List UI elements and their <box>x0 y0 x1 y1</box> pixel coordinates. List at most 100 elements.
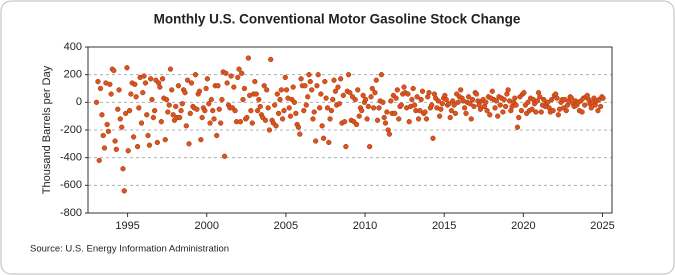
point <box>568 95 575 101</box>
point <box>177 114 183 121</box>
point <box>237 119 244 125</box>
point <box>502 103 509 110</box>
point <box>312 138 319 144</box>
point <box>534 98 540 104</box>
point <box>262 117 269 123</box>
point <box>458 87 464 93</box>
point <box>141 73 147 79</box>
point <box>364 116 370 122</box>
point <box>273 123 279 129</box>
point <box>301 107 307 114</box>
point <box>411 102 418 108</box>
point <box>274 91 280 97</box>
plot-border <box>87 46 613 214</box>
point <box>290 84 296 90</box>
point <box>582 102 588 108</box>
point <box>113 146 119 153</box>
point <box>232 107 238 114</box>
point <box>261 83 267 89</box>
point <box>104 121 110 128</box>
point <box>327 116 333 122</box>
point <box>116 87 122 93</box>
point <box>121 188 127 194</box>
point <box>343 143 349 150</box>
point <box>500 109 506 115</box>
point <box>268 56 274 63</box>
point <box>158 119 164 125</box>
point <box>595 107 601 114</box>
point <box>207 120 213 126</box>
point <box>215 83 221 89</box>
point <box>265 105 271 111</box>
point <box>245 55 252 61</box>
point <box>374 117 381 123</box>
point <box>320 135 327 141</box>
point <box>148 76 154 82</box>
point <box>151 107 158 114</box>
point <box>513 102 519 108</box>
point <box>483 99 489 105</box>
point <box>95 78 101 85</box>
point <box>414 94 420 100</box>
point <box>381 114 387 121</box>
point <box>100 132 106 139</box>
point <box>386 131 393 137</box>
point <box>216 106 222 112</box>
point <box>489 88 495 94</box>
point <box>140 90 146 96</box>
point <box>302 83 308 89</box>
point <box>363 96 369 103</box>
point <box>492 105 498 111</box>
point <box>125 148 131 154</box>
x-tick-label: 2025 <box>590 220 614 232</box>
point <box>166 102 172 108</box>
point <box>112 138 118 144</box>
point <box>541 96 547 103</box>
point <box>467 101 473 107</box>
point <box>231 84 237 90</box>
point <box>221 153 228 159</box>
point <box>398 102 404 108</box>
point <box>406 119 412 125</box>
point <box>419 88 426 94</box>
point <box>514 124 521 130</box>
point <box>336 101 343 107</box>
point <box>283 87 290 93</box>
point <box>132 81 138 87</box>
point <box>182 90 188 96</box>
point <box>439 101 445 107</box>
point <box>194 106 200 112</box>
y-axis-label: Thousand Barrels per Day <box>41 65 53 194</box>
point <box>331 77 337 83</box>
point <box>446 101 452 107</box>
point <box>318 91 324 97</box>
point <box>426 90 432 96</box>
point <box>495 113 501 119</box>
point <box>484 107 490 114</box>
point <box>204 76 211 82</box>
point <box>365 103 372 110</box>
point <box>319 123 325 129</box>
point <box>415 116 422 122</box>
point <box>600 95 606 101</box>
point <box>214 132 220 139</box>
point <box>287 113 294 119</box>
point <box>199 114 205 121</box>
y-tick-label: -800 <box>60 207 82 219</box>
point <box>115 106 121 112</box>
point <box>253 91 259 97</box>
point <box>373 77 379 83</box>
point <box>150 114 157 121</box>
point <box>430 135 436 141</box>
point <box>178 107 184 114</box>
point <box>417 107 423 114</box>
point <box>378 72 385 78</box>
point <box>423 116 430 122</box>
point <box>376 105 382 111</box>
point <box>154 139 160 146</box>
point <box>401 84 407 90</box>
point <box>516 114 522 121</box>
point <box>271 102 278 108</box>
point <box>429 102 435 108</box>
